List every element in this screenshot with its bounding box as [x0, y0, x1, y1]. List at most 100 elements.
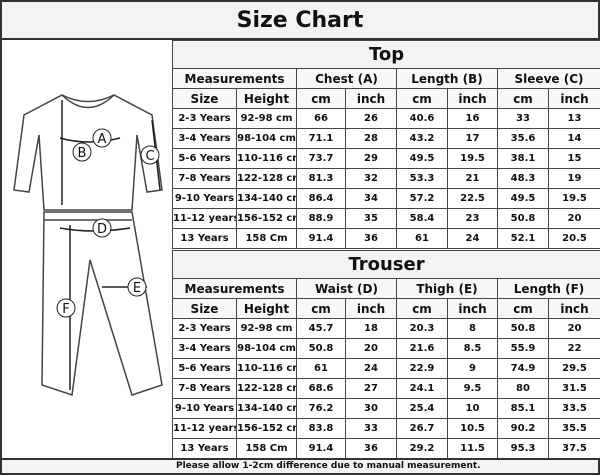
table-cell: 83.8: [296, 418, 346, 439]
table-cell: 20.3: [396, 318, 448, 339]
table-row: 11-12 years 156-152 cm 83.8 33 26.7 10.5 90.2 3…: [172, 418, 600, 439]
column-header: inch: [345, 298, 397, 319]
pajama-illustration: A B C D E F: [0, 40, 172, 458]
table-cell: 53.3: [396, 168, 448, 189]
label-c: C: [145, 149, 154, 164]
group-header: Waist (D): [296, 278, 397, 299]
trouser-size-table: Trouser Measurements Waist (D) Thigh (E) Len…: [171, 250, 600, 459]
table-cell: 13: [547, 108, 600, 129]
table-row: 9-10 Years 134-140 cm 76.2 30 25.4 10 85.1 33.5: [172, 398, 600, 419]
table-cell: 22: [547, 338, 600, 359]
table-cell: 24.1: [396, 378, 448, 399]
group-header: Length (F): [496, 278, 600, 299]
table-cell: 24: [345, 358, 397, 379]
table-row: 5-6 Years 110-116 cm 73.7 29 49.5 19.5 38.1 15: [172, 148, 600, 169]
table-cell: 76.2: [296, 398, 346, 419]
column-header: inch: [447, 88, 498, 109]
table-cell: 49.5: [497, 188, 549, 209]
table-row: 2-3 Years 92-98 cm 66 26 40.6 16 33 13: [172, 108, 600, 129]
table-cell: 24: [447, 228, 498, 249]
table-cell: 33.5: [547, 398, 600, 419]
table-cell: 11.5: [447, 438, 498, 459]
table-cell: 95.3: [497, 438, 549, 459]
table-cell: 74.9: [497, 358, 549, 379]
table-row: 13 Years 158 Cm 91.4 36 61 24 52.1 20.5: [172, 228, 600, 249]
table-cell: 15: [547, 148, 600, 169]
table-cell: 25.4: [396, 398, 448, 419]
page-title: Size Chart: [0, 0, 600, 40]
table-cell: 23: [447, 208, 498, 229]
group-header: Length (B): [396, 68, 498, 89]
table-cell: 9-10 Years: [172, 188, 237, 209]
label-b: B: [78, 146, 87, 161]
label-d: D: [97, 222, 107, 237]
column-header: Size: [172, 298, 237, 319]
table-cell: 9-10 Years: [172, 398, 237, 419]
table-cell: 85.1: [497, 398, 549, 419]
table-cell: 11-12 years: [172, 418, 237, 439]
table-cell: 61: [396, 228, 448, 249]
column-header: Size: [172, 88, 237, 109]
table-cell: 8: [447, 318, 498, 339]
table-cell: 27: [345, 378, 397, 399]
column-header: cm: [296, 88, 346, 109]
table-cell: 122-128 cm: [236, 378, 297, 399]
table-cell: 73.7: [296, 148, 346, 169]
table-cell: 2-3 Years: [172, 318, 237, 339]
sub-header-row: Size Height cm inch cm inch cm inch: [172, 88, 600, 109]
table-cell: 92-98 cm: [236, 108, 297, 129]
table-cell: 110-116 cm: [236, 148, 297, 169]
table-cell: 90.2: [497, 418, 549, 439]
group-header: Thigh (E): [396, 278, 498, 299]
column-header: cm: [497, 88, 549, 109]
column-header: cm: [396, 88, 448, 109]
table-cell: 14: [547, 128, 600, 149]
table-cell: 49.5: [396, 148, 448, 169]
section-heading-row: Trouser: [171, 250, 600, 279]
table-cell: 66: [296, 108, 346, 129]
table-cell: 9.5: [447, 378, 498, 399]
table-cell: 50.8: [296, 338, 346, 359]
table-cell: 158 Cm: [236, 438, 297, 459]
table-cell: 26.7: [396, 418, 448, 439]
table-cell: 10.5: [447, 418, 498, 439]
table-row: 7-8 Years 122-128 cm 68.6 27 24.1 9.5 80 31.5: [172, 378, 600, 399]
table-cell: 98-104 cm: [236, 338, 297, 359]
table-cell: 68.6: [296, 378, 346, 399]
label-a: A: [98, 132, 107, 147]
table-cell: 43.2: [396, 128, 448, 149]
table-row: 7-8 Years 122-128 cm 81.3 32 53.3 21 48.3 19: [172, 168, 600, 189]
table-cell: 37.5: [547, 438, 600, 459]
table-cell: 35.6: [497, 128, 549, 149]
table-row: 2-3 Years 92-98 cm 45.7 18 20.3 8 50.8 20: [172, 318, 600, 339]
column-header: cm: [497, 298, 549, 319]
table-cell: 91.4: [296, 438, 346, 459]
table-cell: 40.6: [396, 108, 448, 129]
group-header-row: Measurements Waist (D) Thigh (E) Length (F): [172, 278, 600, 299]
table-cell: 110-116 cm: [236, 358, 297, 379]
table-cell: 122-128 cm: [236, 168, 297, 189]
table-cell: 31.5: [547, 378, 600, 399]
table-cell: 57.2: [396, 188, 448, 209]
table-cell: 19: [547, 168, 600, 189]
top-size-table: Top Measurements Chest (A) Length (B) Sleeve…: [171, 40, 600, 249]
group-header-row: Measurements Chest (A) Length (B) Sleeve (C…: [172, 68, 600, 89]
table-cell: 28: [345, 128, 397, 149]
table-cell: 33: [497, 108, 549, 129]
table-cell: 86.4: [296, 188, 346, 209]
table-cell: 21.6: [396, 338, 448, 359]
table-row: 9-10 Years 134-140 cm 86.4 34 57.2 22.5 49.5 19…: [172, 188, 600, 209]
group-header: Measurements: [172, 68, 297, 89]
table-cell: 5-6 Years: [172, 148, 237, 169]
table-cell: 7-8 Years: [172, 168, 237, 189]
table-cell: 92-98 cm: [236, 318, 297, 339]
table-cell: 7-8 Years: [172, 378, 237, 399]
table-cell: 20: [345, 338, 397, 359]
table-cell: 33: [345, 418, 397, 439]
table-cell: 134-140 cm: [236, 398, 297, 419]
section-heading: Top: [171, 40, 600, 69]
table-cell: 5-6 Years: [172, 358, 237, 379]
table-cell: 36: [345, 438, 397, 459]
table-cell: 29.2: [396, 438, 448, 459]
group-header: Sleeve (C): [496, 68, 600, 89]
